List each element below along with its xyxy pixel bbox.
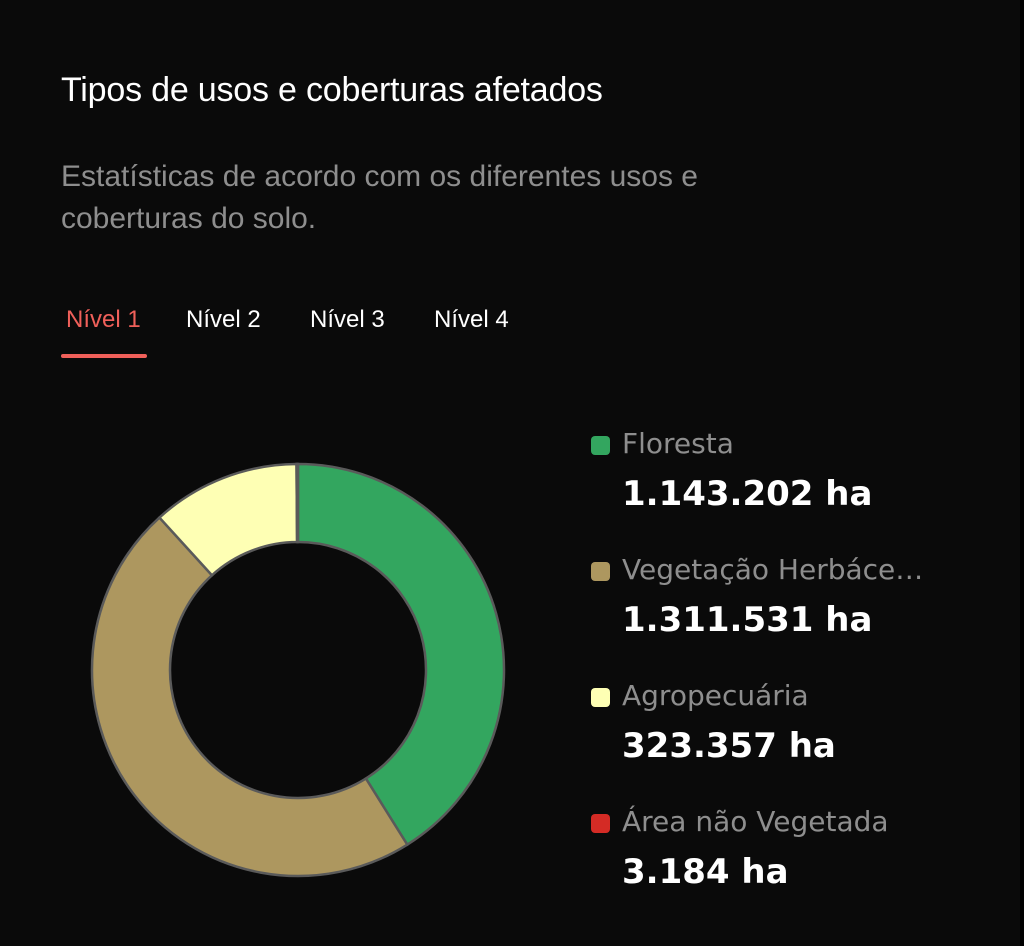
legend-label: Agropecuária: [622, 679, 809, 712]
legend-item-vegetacao-herbacea[interactable]: Vegetação Herbáce… 1.311.531 ha: [588, 550, 988, 676]
chart-legend: Floresta 1.143.202 ha Vegetação Herbáce……: [588, 424, 988, 928]
card-title: Tipos de usos e coberturas afetados: [61, 71, 603, 109]
donut-slice-3[interactable]: [295, 462, 300, 544]
legend-item-agropecuaria[interactable]: Agropecuária 323.357 ha: [588, 676, 988, 802]
legend-label: Área não Vegetada: [622, 805, 889, 838]
donut-slice-0[interactable]: [296, 462, 506, 847]
legend-swatch: [591, 436, 610, 455]
legend-swatch: [591, 562, 610, 581]
legend-swatch: [591, 688, 610, 707]
donut-slice-1[interactable]: [90, 515, 409, 878]
tab-nivel-1[interactable]: Nível 1: [66, 306, 141, 333]
legend-value: 3.184 ha: [622, 852, 789, 892]
active-tab-indicator: [61, 354, 147, 358]
legend-value: 1.143.202 ha: [622, 474, 873, 514]
legend-label: Floresta: [622, 427, 734, 460]
card-subtitle: Estatísticas de acordo com os diferentes…: [61, 160, 698, 235]
legend-value: 323.357 ha: [622, 726, 836, 766]
tab-nivel-3[interactable]: Nível 3: [310, 306, 385, 333]
tab-nivel-2[interactable]: Nível 2: [186, 306, 261, 333]
tab-nivel-4[interactable]: Nível 4: [434, 306, 509, 333]
legend-swatch: [591, 814, 610, 833]
legend-value: 1.311.531 ha: [622, 600, 873, 640]
donut-chart: [90, 462, 506, 878]
legend-item-area-nao-vegetada[interactable]: Área não Vegetada 3.184 ha: [588, 802, 988, 928]
legend-item-floresta[interactable]: Floresta 1.143.202 ha: [588, 424, 988, 550]
legend-label: Vegetação Herbáce…: [622, 553, 924, 586]
